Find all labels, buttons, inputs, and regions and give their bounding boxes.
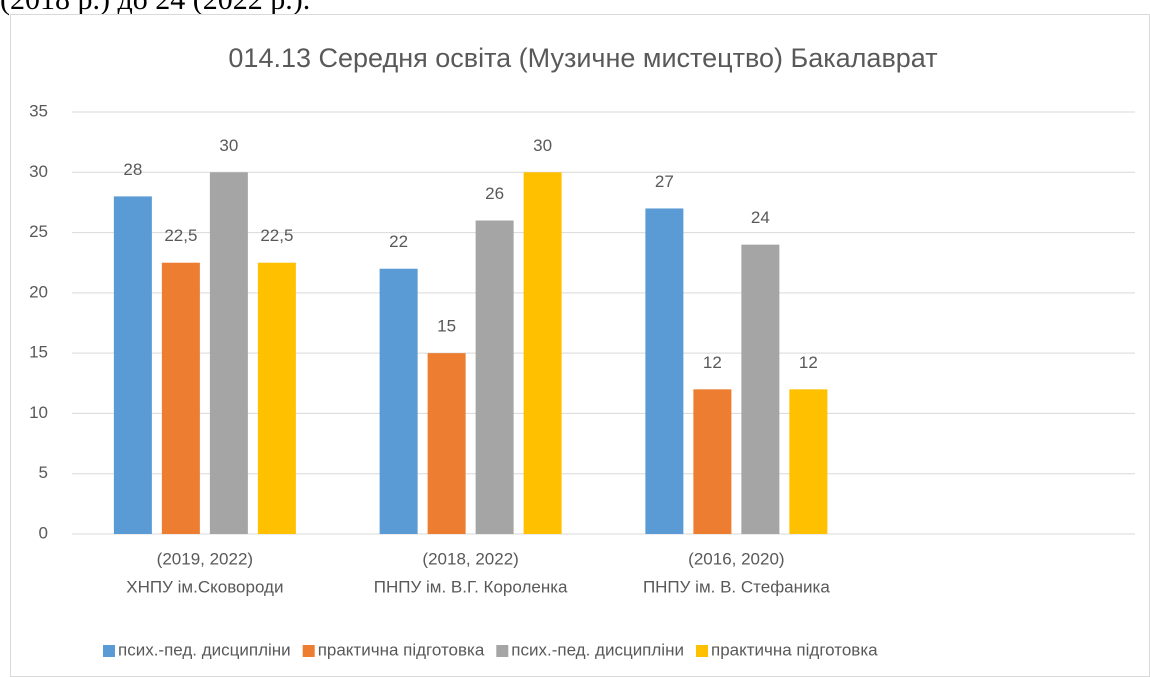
x-tick-label: (2019, 2022) [157,549,253,568]
bar [161,262,200,534]
y-tick-label: 20 [29,282,48,301]
chart-title: 014.13 Середня освіта (Музичне мистецтво… [228,43,937,73]
legend-label: практична підготовка [318,640,485,659]
y-tick-label: 15 [29,343,48,362]
data-label: 12 [703,353,722,372]
data-label: 30 [219,136,238,155]
bar [741,244,780,534]
bar [645,208,684,534]
bar [379,268,418,534]
y-tick-label: 25 [29,222,48,241]
data-label: 22 [389,232,408,251]
x-tick-label: ПНПУ ім. В. Стефаника [643,577,830,596]
data-label: 24 [751,208,770,227]
x-tick-label: ПНПУ ім. В.Г. Короленка [374,577,568,596]
bar [523,172,562,535]
y-tick-label: 30 [29,162,48,181]
legend-label: псих.-пед. дисципліни [118,640,291,659]
data-label: 28 [123,160,142,179]
y-tick-label: 0 [39,523,48,542]
data-label: 26 [485,184,504,203]
bar [693,389,732,534]
bar [789,389,828,534]
legend-swatch [103,645,115,657]
x-tick-label: ХНПУ ім.Сковороди [126,577,283,596]
data-label: 22,5 [260,226,293,245]
x-tick-label: (2016, 2020) [688,549,784,568]
context-text: (2018 р.) до 24 (2022 р.). [0,0,310,16]
bar [257,262,296,534]
data-label: 22,5 [164,226,197,245]
bar [475,220,514,534]
chart-frame [10,14,1150,677]
legend-label: практична підготовка [711,640,878,659]
legend-swatch [302,645,315,657]
legend-label: псих.-пед. дисципліни [511,640,684,659]
legend-swatch [496,645,509,657]
data-label: 30 [533,136,552,155]
data-label: 27 [655,172,674,191]
legend-swatch [695,645,708,657]
y-tick-label: 5 [39,463,48,482]
bar [427,353,466,534]
y-tick-label: 10 [29,403,48,422]
bar [209,172,248,535]
x-tick-label: (2018, 2022) [422,549,518,568]
y-tick-label: 35 [29,101,48,120]
data-label: 15 [437,317,456,336]
data-label: 12 [799,353,818,372]
bar [113,196,152,534]
